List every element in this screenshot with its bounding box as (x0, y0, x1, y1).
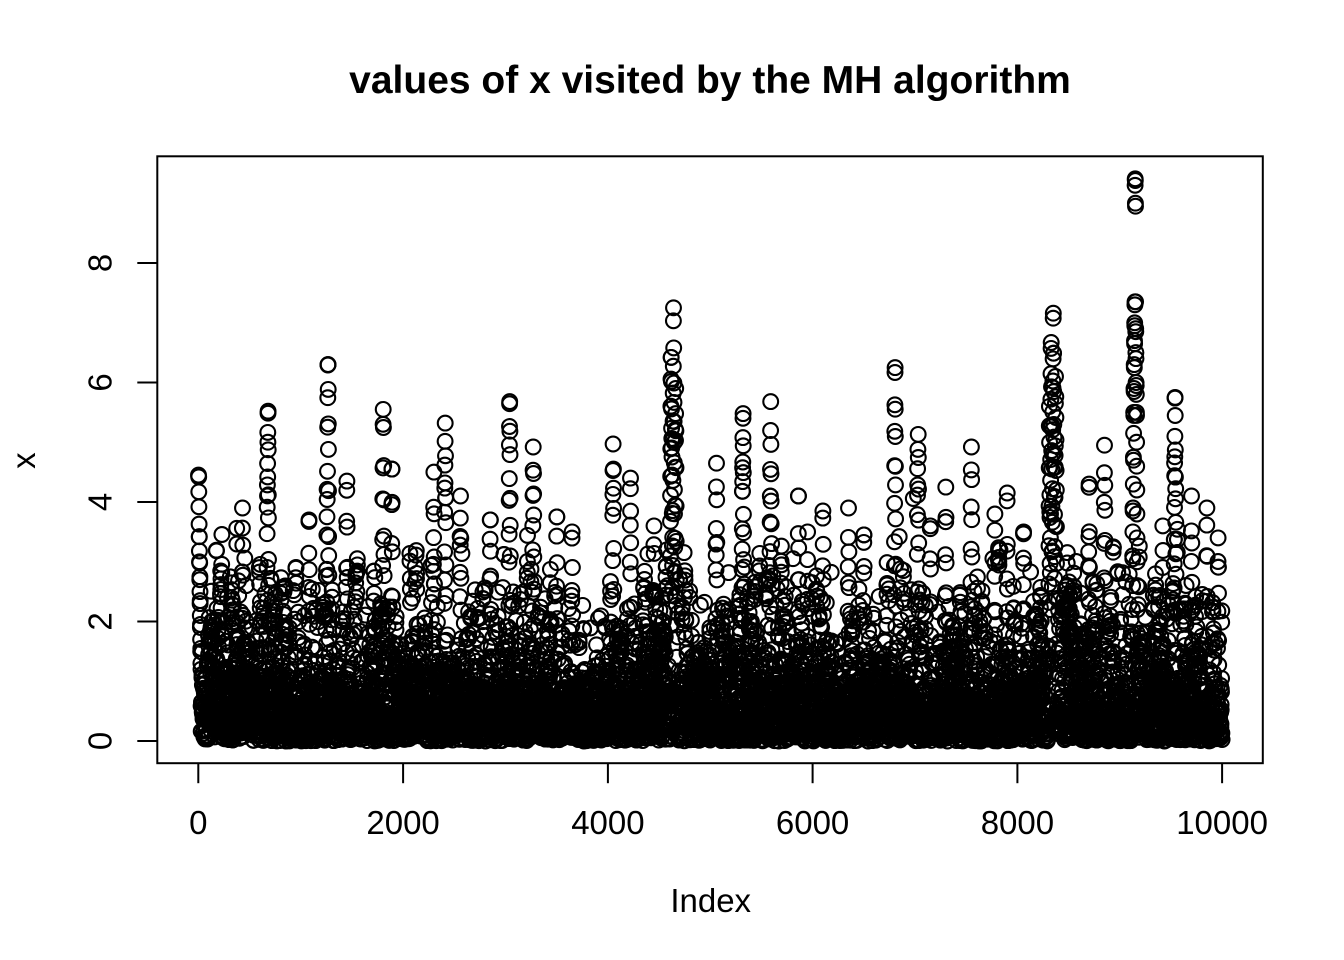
svg-text:0: 0 (189, 804, 207, 841)
svg-text:values of x visited by the MH: values of x visited by the MH algorithm (349, 59, 1071, 102)
svg-text:8: 8 (81, 254, 118, 272)
svg-text:4000: 4000 (571, 804, 644, 841)
svg-text:x: x (5, 452, 42, 469)
svg-text:2000: 2000 (366, 804, 439, 841)
svg-text:0: 0 (81, 732, 118, 750)
svg-text:6000: 6000 (776, 804, 849, 841)
svg-text:4: 4 (81, 493, 118, 511)
svg-text:10000: 10000 (1176, 804, 1268, 841)
svg-text:6: 6 (81, 373, 118, 391)
svg-text:Index: Index (670, 882, 751, 919)
svg-text:2: 2 (81, 612, 118, 630)
svg-text:8000: 8000 (981, 804, 1054, 841)
